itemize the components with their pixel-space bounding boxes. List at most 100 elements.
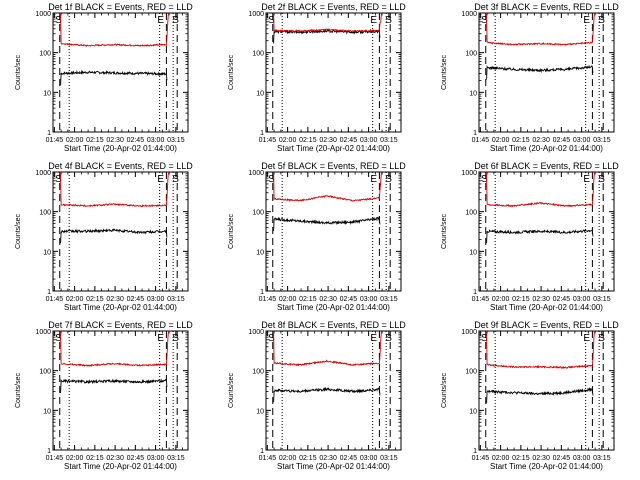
segment-marker-label: E [370, 333, 377, 344]
x-tick-label: 03:15 [167, 296, 185, 303]
x-tick-label: 01:45 [259, 137, 277, 144]
plot-frame [265, 171, 402, 292]
series-events-line [60, 228, 168, 244]
plot-frame [265, 330, 402, 451]
x-tick-label: 03:00 [147, 137, 165, 144]
series-lld-line [59, 330, 169, 367]
x-tick-label: 02:15 [512, 137, 530, 144]
y-tick-label: 100 [465, 210, 477, 217]
x-tick-label: 02:15 [299, 296, 317, 303]
y-axis-label: Counts/sec [441, 54, 448, 90]
y-tick-label: 10 [43, 90, 51, 97]
plot-frame [478, 12, 615, 133]
x-tick-label: 02:15 [512, 296, 530, 303]
panel-det-2: Det 2f BLACK = Events, RED = LLD Counts/s… [228, 2, 406, 153]
y-tick-label: 1 [47, 289, 51, 296]
chart-title: Det 3f BLACK = Events, RED = LLD [474, 2, 619, 12]
y-tick-label: 10 [469, 249, 477, 256]
y-axis-label: Counts/sec [228, 54, 235, 90]
segment-marker-label: S [385, 174, 392, 185]
x-tick-label: 02:30 [106, 455, 124, 462]
y-tick-label: 10 [469, 90, 477, 97]
x-tick-label: 03:00 [147, 455, 165, 462]
x-tick-label: 02:45 [127, 137, 145, 144]
series-events-line [486, 228, 594, 244]
x-tick-label: 03:15 [167, 455, 185, 462]
x-tick-label: 03:00 [573, 137, 591, 144]
panel-det-3: Det 3f BLACK = Events, RED = LLD Counts/s… [441, 2, 619, 153]
y-tick-label: 10 [256, 249, 264, 256]
x-tick-label: 02:30 [532, 296, 550, 303]
x-tick-label: 02:45 [553, 137, 571, 144]
y-axis-label: Counts/sec [15, 372, 22, 408]
x-axis-label: Start Time (20-Apr-02 01:44:00) [490, 462, 603, 471]
x-tick-label: 03:15 [380, 296, 398, 303]
y-tick-label: 1 [260, 130, 264, 137]
segment-marker-label: S [481, 333, 488, 344]
x-tick-label: 02:00 [66, 137, 84, 144]
series-events-line [273, 28, 381, 44]
series-events-line [486, 64, 594, 80]
y-tick-label: 100 [39, 210, 51, 217]
series-lld-line [485, 330, 595, 370]
panel-det-1: Det 1f BLACK = Events, RED = LLD Counts/s… [15, 2, 193, 153]
x-tick-label: 03:15 [167, 137, 185, 144]
x-tick-label: 02:15 [512, 455, 530, 462]
segment-marker-label: S [268, 333, 275, 344]
y-axis-label: Counts/sec [228, 213, 235, 249]
x-axis-label: Start Time (20-Apr-02 01:44:00) [277, 144, 390, 153]
plot-frame [478, 171, 615, 292]
segment-marker-label: S [481, 15, 488, 26]
segment-marker-label: E [370, 174, 377, 185]
chart-title: Det 4f BLACK = Events, RED = LLD [48, 161, 193, 171]
x-axis-label: Start Time (20-Apr-02 01:44:00) [490, 303, 603, 312]
series-lld-line [59, 171, 169, 208]
y-tick-label: 1 [47, 448, 51, 455]
segment-marker-label: S [598, 15, 605, 26]
plot-frame [52, 171, 189, 292]
series-events-line [273, 216, 381, 232]
y-tick-label: 1 [473, 130, 477, 137]
segment-marker-label: S [268, 174, 275, 185]
x-axis-label: Start Time (20-Apr-02 01:44:00) [64, 303, 177, 312]
panel-det-8: Det 8f BLACK = Events, RED = LLD Counts/s… [228, 320, 406, 471]
y-tick-label: 10 [256, 90, 264, 97]
chart-title: Det 8f BLACK = Events, RED = LLD [261, 320, 406, 330]
y-tick-label: 100 [252, 369, 264, 376]
y-tick-label: 10 [256, 408, 264, 415]
chart-title: Det 5f BLACK = Events, RED = LLD [261, 161, 406, 171]
series-events-line [60, 69, 168, 86]
x-tick-label: 02:30 [532, 137, 550, 144]
x-tick-label: 02:00 [492, 455, 510, 462]
x-axis-label: Start Time (20-Apr-02 01:44:00) [277, 462, 390, 471]
y-tick-label: 100 [252, 210, 264, 217]
x-tick-label: 02:45 [340, 137, 358, 144]
segment-marker-label: E [370, 15, 377, 26]
panel-det-6: Det 6f BLACK = Events, RED = LLD Counts/s… [441, 161, 619, 312]
segment-marker-label: E [583, 174, 590, 185]
y-tick-label: 100 [252, 51, 264, 58]
y-tick-label: 10 [43, 249, 51, 256]
y-tick-label: 10 [469, 408, 477, 415]
x-tick-label: 02:00 [66, 296, 84, 303]
x-tick-label: 03:00 [147, 296, 165, 303]
y-axis-label: Counts/sec [15, 54, 22, 90]
chart-title: Det 1f BLACK = Events, RED = LLD [48, 2, 193, 12]
y-tick-label: 1 [260, 448, 264, 455]
x-tick-label: 02:45 [553, 296, 571, 303]
panel-det-9: Det 9f BLACK = Events, RED = LLD Counts/s… [441, 320, 619, 471]
x-tick-label: 03:00 [573, 296, 591, 303]
chart-title: Det 7f BLACK = Events, RED = LLD [48, 320, 193, 330]
x-tick-label: 02:30 [106, 137, 124, 144]
x-tick-label: 02:30 [106, 296, 124, 303]
y-tick-label: 1000 [35, 11, 51, 18]
y-tick-label: 100 [39, 51, 51, 58]
x-axis-label: Start Time (20-Apr-02 01:44:00) [64, 144, 177, 153]
x-tick-label: 03:00 [360, 296, 378, 303]
y-tick-label: 1000 [461, 329, 477, 336]
series-lld-line [272, 330, 382, 367]
plot-frame [52, 12, 189, 133]
x-tick-label: 03:15 [593, 455, 611, 462]
segment-marker-label: S [481, 174, 488, 185]
